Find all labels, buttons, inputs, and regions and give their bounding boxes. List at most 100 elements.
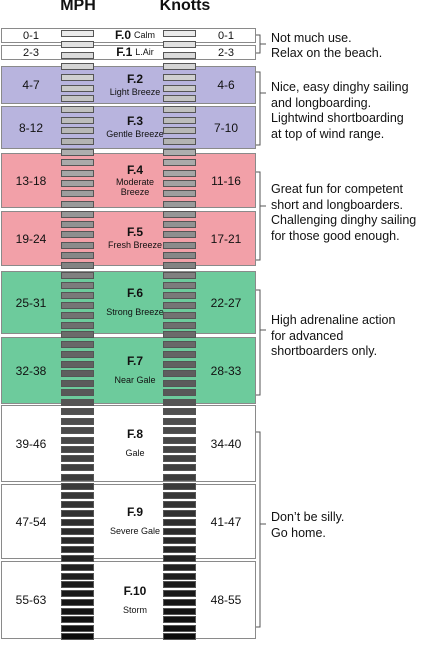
strip-segment [61,271,94,279]
force-name: Storm [122,604,147,615]
knots-range: 2-3 [218,46,234,59]
strip-segment [163,537,196,545]
strip-segment [61,95,94,103]
strip-segment [61,633,94,640]
strip-segment [163,445,196,453]
strip-segment [61,311,94,319]
strip-segment [61,528,94,536]
strip-segment [61,436,94,444]
strip-segment [61,370,94,378]
strip-segment [163,341,196,349]
strip-segment [61,251,94,259]
strip-segment [163,554,196,562]
strip-segment [61,231,94,239]
strip-segment [61,210,94,218]
force-number: F.1 [116,45,133,60]
strip-segment [163,281,196,289]
strip-segment [61,241,94,249]
force-row-f5: 19-24 17-21 F.5 Fresh Breeze [1,211,256,266]
strip-segment [61,417,94,425]
force-label: F.1 L.Air [100,46,170,59]
strip-segment [61,41,94,48]
strip-segment [163,624,196,632]
strip-segment [61,379,94,387]
strip-segment [163,398,196,406]
strip-segment [163,581,196,589]
strip-segment [163,427,196,435]
strip-segment [163,633,196,640]
knots-range: 48-55 [210,593,242,607]
strip-segment [163,73,196,81]
force-name: Light Breeze [109,86,161,97]
force-name: Severe Gale [109,526,161,537]
bracket-silly [256,431,266,628]
strip-segment [163,546,196,554]
strip-segment [163,95,196,103]
strip-segment [61,519,94,527]
mph-range: 32-38 [15,363,47,378]
strip-segment [61,464,94,472]
strip-segment [163,436,196,444]
strip-segment [61,116,94,124]
mph-range: 47-54 [15,514,47,529]
bracket-light [256,71,266,146]
strip-segment [163,137,196,145]
strip-segment [163,148,196,156]
force-label: F.9 Severe Gale [105,485,165,558]
strip-segment [61,598,94,606]
strip-segment [61,398,94,406]
strip-segment [61,30,94,37]
strip-segment [163,408,196,416]
note-light: Nice, easy dinghy sailing and longboardi… [271,80,409,141]
knots-strip-column [163,30,196,640]
strip-segment [163,261,196,269]
strip-segment [163,616,196,624]
strip-segment [61,190,94,198]
strip-segment [61,341,94,349]
force-name: Calm [134,29,156,40]
force-row-f9: 47-54 41-47 F.9 Severe Gale [1,484,256,559]
force-name: Gentle Breeze [106,129,164,140]
force-label: F.4 Moderate Breeze [105,154,165,207]
force-number: F.5 [126,225,143,240]
strip-segment [163,190,196,198]
strip-segment [163,127,196,135]
strip-segment [163,492,196,500]
strip-segment [163,41,196,48]
strip-segment [61,73,94,81]
note-adrenaline: High adrenaline action for advanced shor… [271,313,396,358]
strip-segment [163,179,196,187]
force-row-f10: 55-63 48-55 F.10 Storm [1,561,256,639]
force-row-f7: 32-38 28-33 F.7 Near Gale [1,337,256,404]
strip-segment [163,301,196,309]
strip-segment [163,106,196,114]
force-name: Gale [125,448,145,459]
strip-segment [61,389,94,397]
force-label: F.5 Fresh Breeze [105,212,165,265]
strip-segment [163,389,196,397]
bracket-fun [256,171,266,261]
strip-segment [61,200,94,208]
strip-segment [61,261,94,269]
knots-range: 11-16 [211,173,241,188]
force-number: F.6 [126,286,143,301]
force-row-f6: 25-31 22-27 F.6 Strong Breeze [1,271,256,334]
mph-range: 0-1 [23,29,39,42]
force-label: F.2 Light Breeze [105,67,165,103]
strip-segment [61,350,94,358]
force-row-f3: 8-12 7-10 F.3 Gentle Breeze [1,106,256,149]
knots-range: 0-1 [218,29,234,42]
bracket-calm [256,34,266,54]
strip-segment [61,301,94,309]
strip-segment [61,607,94,615]
force-name: Near Gale [114,375,156,386]
strip-segment [163,159,196,167]
strip-segment [61,291,94,299]
strip-segment [61,473,94,481]
strip-segment [163,251,196,259]
force-name: Fresh Breeze [107,240,163,251]
strip-segment [163,321,196,329]
force-row-f2: 4-7 4-6 F.2 Light Breeze [1,66,256,104]
strip-segment [61,482,94,490]
strip-segment [163,116,196,124]
